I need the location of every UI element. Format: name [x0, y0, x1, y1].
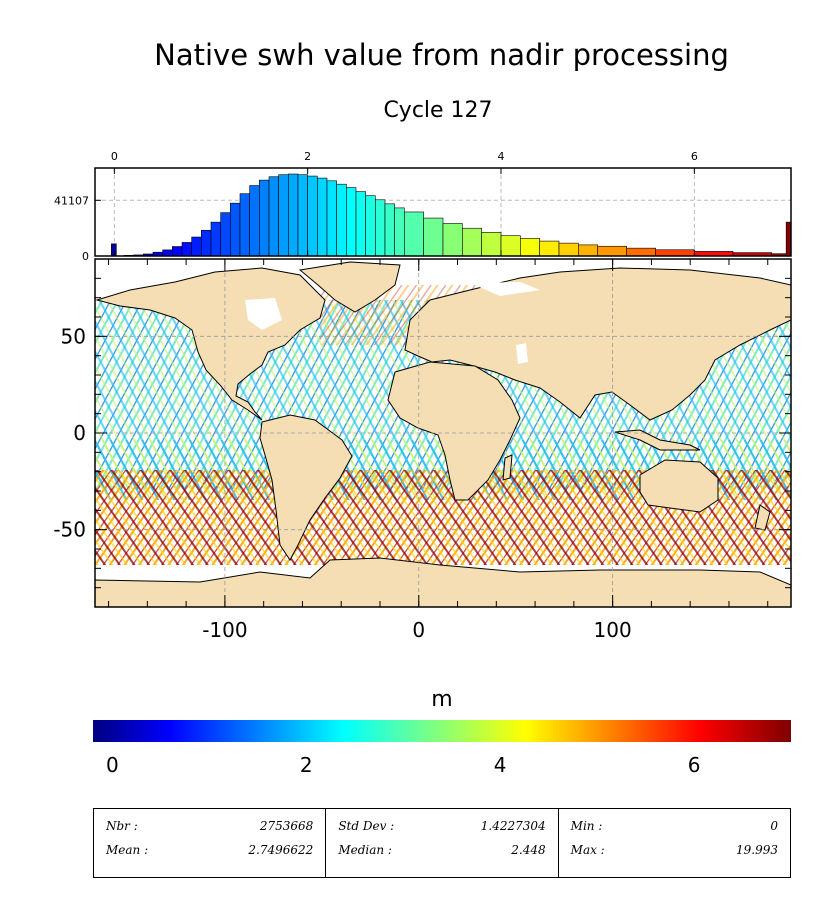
histogram-panel: 0 2 4 6 41107 0: [54, 150, 792, 263]
histogram-y-tick-label: 41107: [54, 194, 89, 207]
histogram-bars: [111, 173, 791, 256]
histogram-bar: [268, 176, 279, 256]
colorbar-tick-label: 0: [106, 753, 119, 777]
hudson-bay: [245, 298, 282, 330]
histogram-x-ticks: 0 2 4 6: [111, 150, 698, 256]
stat-value-mean: 2.7496622: [248, 843, 314, 857]
histogram-y-ticks: 41107 0: [54, 194, 101, 263]
colorbar-unit-label: m: [431, 687, 452, 712]
map-y-tick-label: 50: [61, 324, 86, 348]
histogram-bar: [162, 249, 173, 256]
histogram-bar: [249, 185, 260, 256]
colorbar: m 0 2 4 6: [93, 687, 791, 777]
histogram-bar: [355, 191, 366, 256]
histogram-bar: [210, 221, 221, 256]
map-panel: -100 0 100 50 0 -50: [53, 258, 792, 642]
histogram-bar: [259, 179, 270, 256]
histogram-bar: [239, 193, 250, 256]
histogram-bar: [326, 180, 337, 256]
map-y-tick-label: 0: [73, 421, 86, 445]
histogram-bar: [462, 227, 482, 256]
histogram-bar: [191, 236, 202, 256]
histogram-bar: [578, 244, 598, 256]
land-africa: [387, 361, 521, 501]
histogram-bar: [597, 245, 627, 256]
histogram-bar: [278, 174, 289, 256]
map-ticks: -100 0 100 50 0 -50: [53, 259, 791, 642]
histogram-x-tick-label: 4: [498, 150, 505, 163]
map-grid: [95, 259, 791, 607]
page-title: Native swh value from nadir processing: [154, 38, 729, 72]
histogram-bar: [384, 203, 395, 256]
histogram-bar: [558, 242, 579, 256]
histogram-bar: [336, 183, 347, 256]
land-new-zealand: [754, 504, 771, 531]
histogram-bar: [201, 229, 212, 256]
stat-label-nbr: Nbr :: [106, 819, 138, 833]
histogram-x-tick-label: 2: [304, 150, 311, 163]
colorbar-tick-label: 2: [300, 753, 313, 777]
map-x-tick-label: 0: [412, 618, 425, 642]
colorbar-tick-label: 4: [494, 753, 507, 777]
map-x-tick-label: 100: [594, 618, 632, 642]
stat-label-mean: Mean :: [106, 843, 149, 857]
histogram-bar: [317, 177, 328, 256]
histogram-bar: [297, 174, 308, 256]
stat-label-std-dev: Std Dev :: [338, 819, 395, 833]
statistics-table: Nbr : 2753668 Mean : 2.7496622 Std Dev : 1.…: [93, 808, 791, 878]
figure-canvas: 0 2 4 6 41107 0: [53, 150, 792, 777]
histogram-bar: [375, 199, 386, 256]
histogram-bar: [230, 202, 241, 256]
land-madagascar: [502, 454, 513, 481]
stat-value-std-dev: 1.4227304: [480, 819, 546, 833]
histogram-bar: [626, 247, 656, 256]
stat-value-nbr: 2753668: [259, 819, 314, 833]
histogram-bar: [346, 187, 357, 256]
landmasses: [95, 261, 791, 607]
stat-value-min: 0: [770, 819, 778, 833]
arctic-gap: [470, 282, 540, 296]
map-x-tick-label: -100: [202, 618, 247, 642]
histogram-bar: [181, 242, 192, 256]
stat-value-max: 19.993: [735, 843, 778, 857]
histogram-bar: [655, 249, 695, 256]
histogram-bar: [172, 246, 183, 256]
stat-label-min: Min :: [570, 819, 603, 833]
histogram-bar: [500, 235, 521, 256]
map-y-tick-label: -50: [53, 518, 86, 542]
histogram-x-tick-label: 6: [691, 150, 698, 163]
histogram-bar: [220, 212, 231, 256]
colorbar-ticks: 0 2 4 6: [106, 753, 700, 777]
histogram-bar: [520, 238, 540, 256]
histogram-bar: [307, 175, 318, 256]
caspian-sea: [516, 343, 528, 364]
histogram-bar: [423, 217, 444, 256]
chart-subtitle: Cycle 127: [383, 98, 493, 123]
histogram-bar: [539, 240, 560, 256]
histogram-bar: [288, 173, 299, 256]
histogram-bar: [442, 223, 463, 256]
colorbar-gradient: [93, 720, 791, 742]
histogram-bar: [365, 195, 376, 256]
land-australia: [639, 459, 719, 513]
stats-column-1: Nbr : 2753668 Mean : 2.7496622: [94, 809, 327, 877]
land-europe-asia: [404, 267, 791, 421]
stat-label-median: Median :: [338, 843, 392, 857]
land-indonesia: [614, 429, 701, 451]
histogram-y-tick-label: 0: [82, 250, 89, 263]
land-antarctica: [95, 557, 791, 607]
histogram-bar: [111, 243, 117, 256]
inland-water: [245, 282, 540, 364]
histogram-bar: [394, 207, 405, 256]
histogram-bar: [404, 211, 424, 256]
stats-column-2: Std Dev : 1.4227304 Median : 2.448: [326, 809, 559, 877]
stat-value-median: 2.448: [511, 843, 546, 857]
land-greenland: [298, 261, 401, 313]
histogram-x-tick-label: 0: [111, 150, 118, 163]
histogram-bar: [481, 231, 502, 256]
land-south-america: [259, 414, 353, 561]
colorbar-tick-label: 6: [688, 753, 701, 777]
stat-label-max: Max :: [570, 843, 605, 857]
stats-column-3: Min : 0 Max : 19.993: [559, 809, 790, 877]
